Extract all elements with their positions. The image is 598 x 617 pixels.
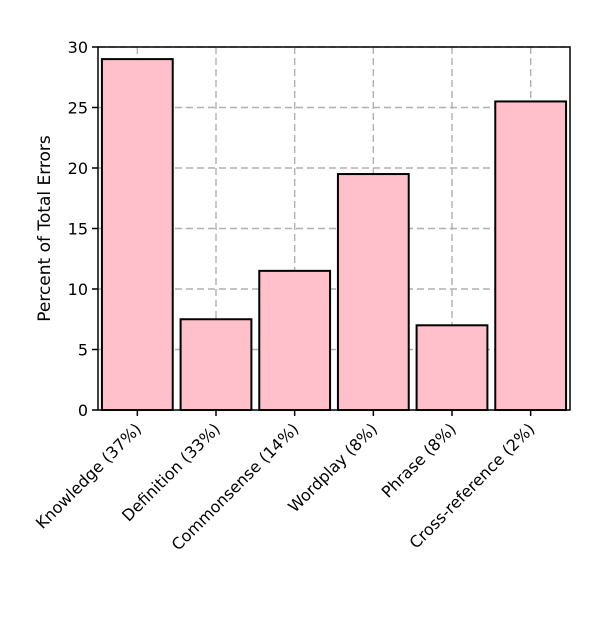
x-ticks: Knowledge (37%)Definition (33%)Commonsen…	[32, 410, 538, 554]
y-tick-label: 5	[78, 341, 88, 360]
x-tick-label: Phrase (8%)	[378, 419, 460, 501]
bar	[100, 58, 174, 411]
y-axis-label: Percent of Total Errors	[35, 135, 55, 322]
y-tick-label: 15	[68, 220, 88, 239]
y-tick-label: 30	[68, 38, 88, 57]
bars-layer	[100, 58, 568, 411]
y-tick-label: 10	[68, 280, 88, 299]
y-tick-label: 0	[78, 401, 88, 420]
x-tick-label: Commonsense (14%)	[168, 419, 303, 554]
y-tick-label: 20	[68, 159, 88, 178]
bar	[494, 100, 568, 411]
y-ticks: 0 5 10 15 20 25 30	[68, 38, 98, 420]
y-tick-label: 25	[68, 99, 88, 118]
bar	[336, 173, 410, 411]
bar	[179, 318, 253, 411]
bar	[258, 269, 332, 411]
bar	[415, 324, 489, 411]
